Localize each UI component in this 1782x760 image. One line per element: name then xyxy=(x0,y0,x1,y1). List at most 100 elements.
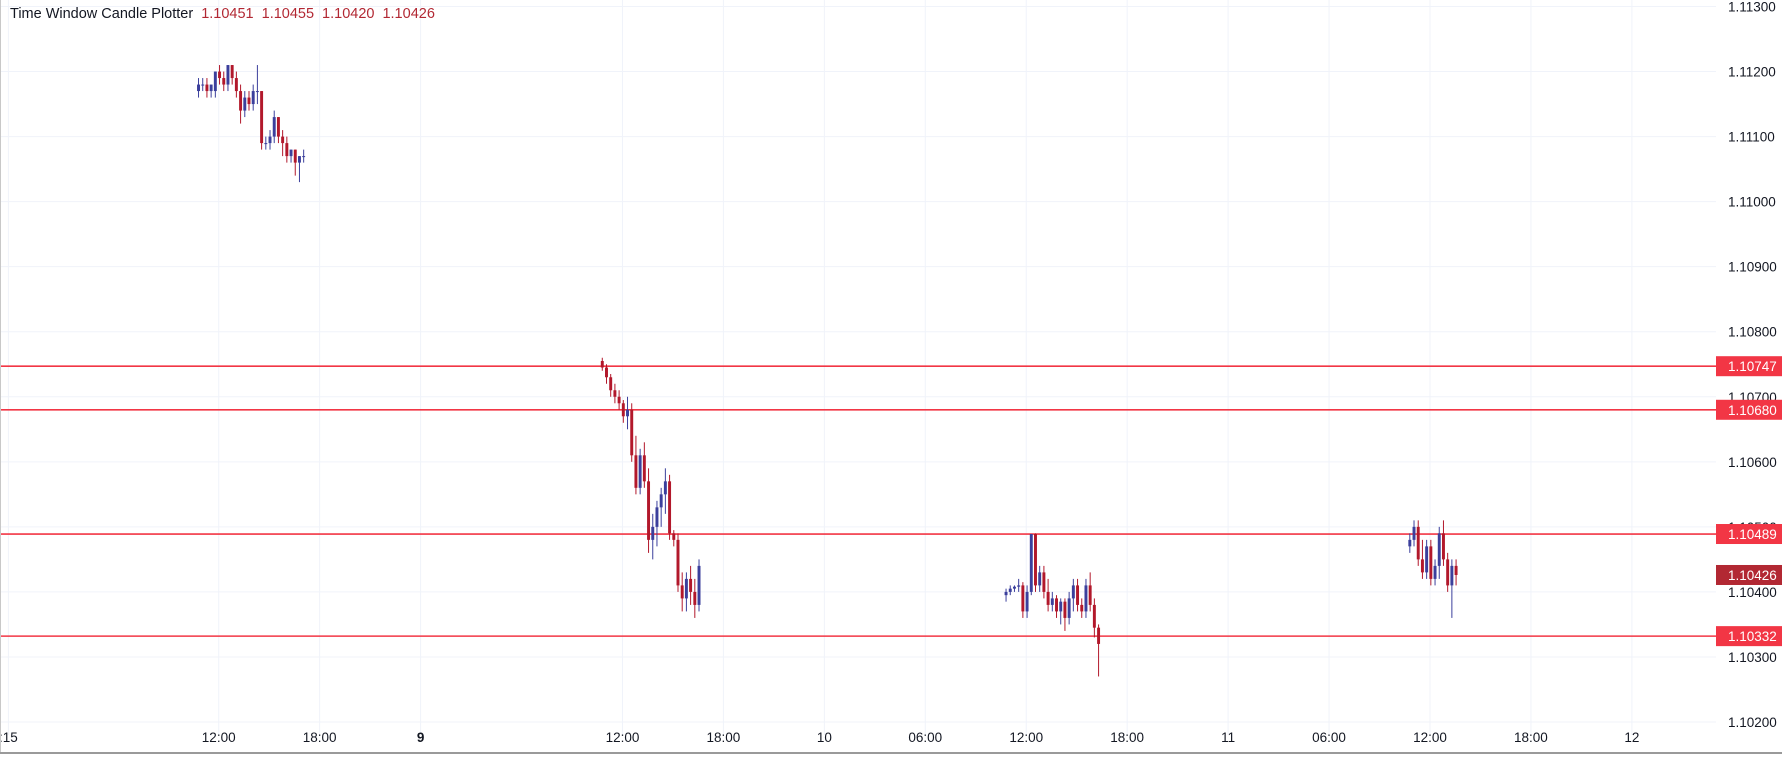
candle-body xyxy=(297,156,301,163)
candle-body xyxy=(1097,627,1101,644)
time-tick-label: 12:00 xyxy=(1413,730,1447,745)
candle-body xyxy=(205,84,209,92)
time-tick-label: 9 xyxy=(417,730,425,745)
time-tick-label: 18:00 xyxy=(1110,730,1144,745)
candle-body xyxy=(1034,534,1037,586)
level-price-label: 1.10680 xyxy=(1728,403,1777,418)
chart-bottom-border xyxy=(0,752,1782,754)
time-tick-label: 18:00 xyxy=(707,730,741,745)
candle-body xyxy=(1446,559,1450,586)
grid-layer xyxy=(0,0,1716,735)
time-tick-label: 12 xyxy=(1624,730,1639,745)
candle-body xyxy=(663,481,667,495)
level-price-label: 1.10747 xyxy=(1728,359,1777,374)
candle-body xyxy=(655,507,659,527)
candle-body xyxy=(1021,585,1025,612)
candle-body xyxy=(630,409,634,456)
candle-body xyxy=(1050,598,1054,605)
time-tick-label: 10 xyxy=(817,730,832,745)
candle-body xyxy=(1067,598,1071,618)
level-price-badge xyxy=(1716,626,1782,647)
candle-body xyxy=(605,367,608,378)
price-tick-label: 1.11200 xyxy=(1728,65,1776,80)
level-price-badge xyxy=(1716,524,1782,545)
candle-body xyxy=(1042,572,1046,592)
candle-body xyxy=(693,591,697,605)
candle-body xyxy=(1441,533,1445,560)
candle-body xyxy=(680,585,684,599)
candle-body xyxy=(1416,526,1420,560)
candle-body xyxy=(672,533,676,540)
time-tick-label: 18:00 xyxy=(1514,730,1548,745)
candles xyxy=(197,65,1458,677)
candle-body xyxy=(293,149,297,163)
candle-body xyxy=(659,494,663,508)
candle-body xyxy=(264,143,268,145)
candle-body xyxy=(226,65,230,85)
candle-body xyxy=(1454,565,1458,575)
candle-body xyxy=(222,78,226,85)
price-tick-label: 1.11000 xyxy=(1728,195,1776,210)
candle-body xyxy=(1063,601,1067,618)
candle-body xyxy=(239,91,243,111)
level-price-label: 1.10489 xyxy=(1728,527,1777,542)
candle-body xyxy=(1012,586,1016,589)
candle-body xyxy=(1017,585,1021,587)
candle-body xyxy=(1046,591,1050,605)
candle-body xyxy=(626,409,629,417)
candle-body xyxy=(609,377,613,391)
indicator-title[interactable]: Time Window Candle Plotter xyxy=(10,6,194,22)
candle-body xyxy=(1429,546,1433,579)
time-tick-label: 12:00 xyxy=(1009,730,1043,745)
candle-body xyxy=(230,65,234,79)
time-tick-label: :15 xyxy=(0,730,18,745)
current-price-label: 1.10426 xyxy=(1728,568,1777,583)
candle-body xyxy=(247,97,251,105)
candle-body xyxy=(1425,546,1429,573)
candle-body xyxy=(668,481,672,534)
candle-body xyxy=(243,97,247,111)
candle-body xyxy=(651,526,655,540)
legend-close: 1.10426 xyxy=(382,6,435,22)
candle-body xyxy=(1080,604,1084,612)
candle-body xyxy=(1059,601,1063,612)
price-tick-label: 1.10900 xyxy=(1728,260,1777,275)
candle-body xyxy=(684,578,688,599)
time-tick-label: 12:00 xyxy=(606,730,640,745)
candle-body xyxy=(289,149,293,157)
candle-body xyxy=(647,481,651,540)
price-tick-label: 1.11100 xyxy=(1728,130,1775,145)
price-tick-label: 1.11300 xyxy=(1728,0,1776,15)
legend-low: 1.10420 xyxy=(322,6,375,22)
candle-body xyxy=(689,578,693,592)
price-tick-label: 1.10600 xyxy=(1728,455,1777,470)
candle-body xyxy=(302,156,306,158)
candle-body xyxy=(234,78,238,92)
candle-body xyxy=(197,84,200,92)
level-price-badge xyxy=(1716,356,1782,377)
time-tick-label: 12:00 xyxy=(202,730,236,745)
candle-body xyxy=(260,91,264,144)
price-tick-label: 1.10200 xyxy=(1728,715,1777,730)
price-tick-label: 1.10800 xyxy=(1728,325,1777,340)
chart-left-border xyxy=(0,0,1,753)
candle-body xyxy=(276,117,280,137)
time-tick-label: 06:00 xyxy=(908,730,942,745)
candle-body xyxy=(600,360,604,368)
candle-body xyxy=(1433,565,1437,579)
candle-body xyxy=(634,455,638,488)
candle-body xyxy=(209,84,213,92)
price-tick-label: 1.10400 xyxy=(1728,585,1777,600)
candle-body xyxy=(1437,533,1441,566)
candle-body xyxy=(201,84,205,86)
candle-body xyxy=(621,403,625,417)
candle-body xyxy=(251,91,255,105)
candle-body xyxy=(1008,588,1012,592)
candle-body xyxy=(1029,534,1033,592)
candle-body xyxy=(1084,585,1088,612)
chart-legend: Time Window Candle Plotter 1.10451 1.104… xyxy=(10,6,435,22)
level-lines xyxy=(0,365,1716,637)
